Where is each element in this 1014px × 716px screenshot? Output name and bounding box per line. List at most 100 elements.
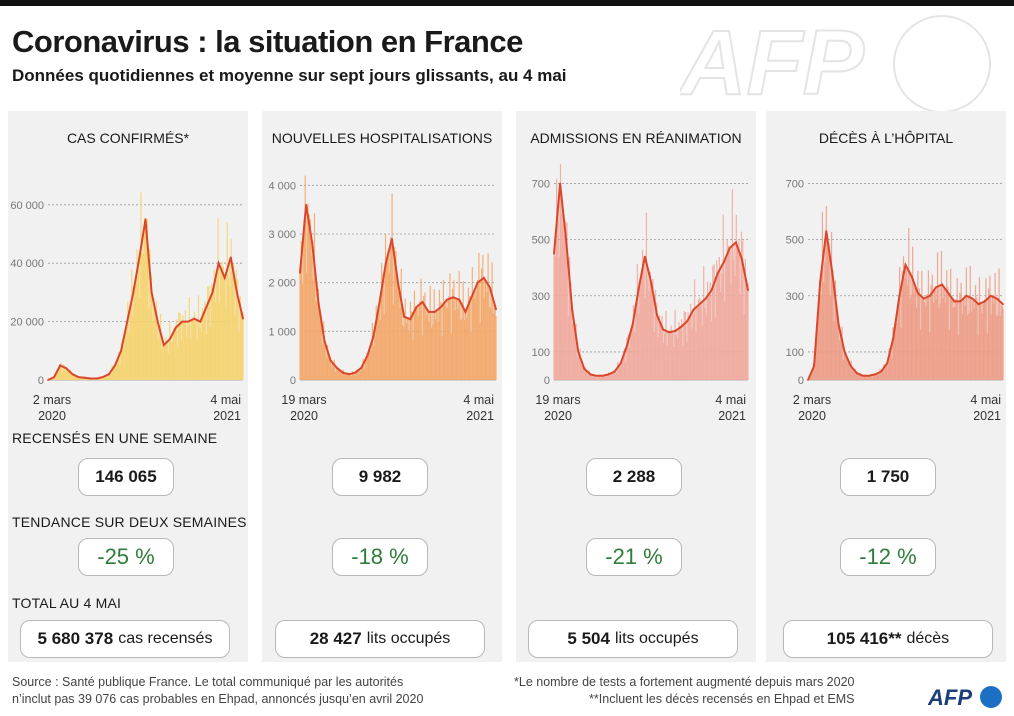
- data-point-icu: [692, 308, 695, 311]
- data-point-hospitalisations: [335, 366, 338, 369]
- data-point-hospitalisations: [495, 308, 497, 311]
- trend-section-label: TENDANCE SUR DEUX SEMAINES: [12, 514, 247, 530]
- data-point-deaths: [922, 297, 925, 300]
- x-end-year-cases: 2021: [213, 409, 241, 423]
- data-point-icu: [662, 328, 664, 331]
- data-point-cases: [193, 317, 196, 320]
- ytick-label-deaths: 500: [786, 235, 804, 247]
- data-point-deaths: [886, 362, 889, 365]
- weekly-cases-value: 146 065: [95, 467, 157, 486]
- data-point-deaths: [813, 365, 815, 367]
- svg-text:AFP: AFP: [680, 14, 865, 114]
- x-end-label-icu: 4 mai: [715, 393, 746, 407]
- total-deaths-pill: 105 416** décès: [783, 620, 993, 658]
- afp-watermark: AFP: [680, 14, 991, 114]
- x-start-label-icu: 19 mars: [535, 393, 580, 407]
- data-point-icu: [656, 314, 658, 317]
- x-start-year-hospitalisations: 2020: [290, 409, 318, 423]
- ytick-label-deaths: 700: [786, 178, 804, 190]
- data-point-icu: [747, 289, 749, 292]
- data-point-hospitalisations: [360, 366, 363, 369]
- trend-hospitalisations-value: -18 %: [351, 544, 409, 569]
- data-point-cases: [83, 376, 86, 379]
- data-point-icu: [595, 374, 598, 377]
- data-point-icu: [553, 252, 555, 255]
- chart-title-cases: CAS CONFIRMÉS*: [67, 130, 190, 146]
- data-point-icu: [631, 322, 634, 325]
- ytick-label-icu: 300: [532, 291, 550, 303]
- ytick-label-hospitalisations: 1 000: [268, 326, 296, 338]
- data-point-hospitalisations: [323, 340, 326, 342]
- ytick-label-hospitalisations: 0: [290, 375, 296, 387]
- data-point-icu: [686, 320, 689, 322]
- data-point-deaths: [996, 297, 998, 300]
- x-start-year-cases: 2020: [38, 409, 66, 423]
- data-point-deaths: [831, 272, 834, 275]
- data-point-icu: [735, 241, 737, 244]
- data-point-deaths: [892, 337, 895, 339]
- x-end-label-deaths: 4 mai: [970, 393, 1001, 407]
- data-point-cases: [223, 276, 226, 279]
- data-point-cases: [59, 364, 62, 367]
- data-point-cases: [71, 373, 74, 376]
- total-icu-value: 5 504: [567, 629, 610, 648]
- total-hospitalisations-unit: lits occupés: [366, 630, 451, 647]
- data-point-icu: [741, 258, 743, 261]
- data-point-cases: [169, 338, 171, 340]
- page-title: Coronavirus : la situation en France: [12, 24, 523, 59]
- data-point-hospitalisations: [403, 315, 405, 318]
- data-point-deaths: [1002, 303, 1004, 306]
- data-point-deaths: [953, 300, 956, 303]
- x-end-year-hospitalisations: 2021: [466, 409, 494, 423]
- data-point-icu: [674, 330, 677, 332]
- data-point-hospitalisations: [433, 311, 436, 313]
- data-point-hospitalisations: [378, 301, 381, 303]
- weekly-hospitalisations-pill: 9 982: [332, 458, 428, 496]
- weekly-icu-value: 2 288: [612, 467, 656, 486]
- data-point-icu: [668, 331, 671, 334]
- total-icu-unit: lits occupés: [614, 630, 699, 647]
- x-start-year-deaths: 2020: [798, 409, 826, 423]
- data-point-deaths: [898, 294, 901, 297]
- x-end-year-deaths: 2021: [973, 409, 1001, 423]
- data-point-cases: [187, 320, 190, 323]
- data-point-hospitalisations: [476, 281, 479, 284]
- weekly-hospitalisations-value: 9 982: [358, 467, 402, 486]
- data-point-deaths: [977, 303, 980, 306]
- data-point-deaths: [929, 294, 931, 297]
- data-point-icu: [680, 325, 683, 328]
- data-point-hospitalisations: [427, 311, 430, 313]
- total-hospitalisations-pill: 28 427 lits occupés: [275, 620, 485, 658]
- data-point-cases: [47, 379, 49, 381]
- data-point-hospitalisations: [409, 318, 412, 321]
- data-point-deaths: [947, 292, 950, 294]
- data-point-cases: [205, 306, 208, 308]
- data-point-deaths: [971, 297, 974, 300]
- data-point-icu: [716, 272, 719, 275]
- ytick-label-deaths: 0: [798, 375, 804, 387]
- trend-cases-pill: -25 %: [78, 538, 174, 576]
- data-point-hospitalisations: [348, 373, 350, 376]
- data-point-icu: [619, 362, 622, 365]
- data-point-cases: [236, 291, 238, 294]
- data-point-hospitalisations: [372, 335, 375, 338]
- footnote-deaths: **Incluent les décès recensés en Ehpad e…: [589, 692, 855, 706]
- data-point-hospitalisations: [329, 359, 332, 362]
- ytick-label-deaths: 100: [786, 347, 804, 359]
- data-point-icu: [577, 351, 580, 353]
- weekly-deaths-value: 1 750: [866, 467, 910, 486]
- data-point-deaths: [941, 283, 943, 286]
- data-point-icu: [565, 238, 567, 241]
- data-point-cases: [138, 256, 141, 259]
- data-point-deaths: [965, 294, 968, 297]
- data-point-deaths: [843, 351, 846, 353]
- data-point-cases: [242, 317, 244, 320]
- data-point-icu: [638, 286, 640, 289]
- ytick-label-cases: 0: [38, 375, 44, 387]
- weekly-section-label: RECENSÉS EN UNE SEMAINE: [12, 430, 218, 446]
- total-deaths-unit: décès: [906, 630, 950, 647]
- weekly-icu-pill: 2 288: [586, 458, 682, 496]
- total-hospitalisations-value: 28 427: [309, 629, 362, 648]
- ytick-label-deaths: 300: [786, 291, 804, 303]
- data-point-cases: [199, 320, 202, 323]
